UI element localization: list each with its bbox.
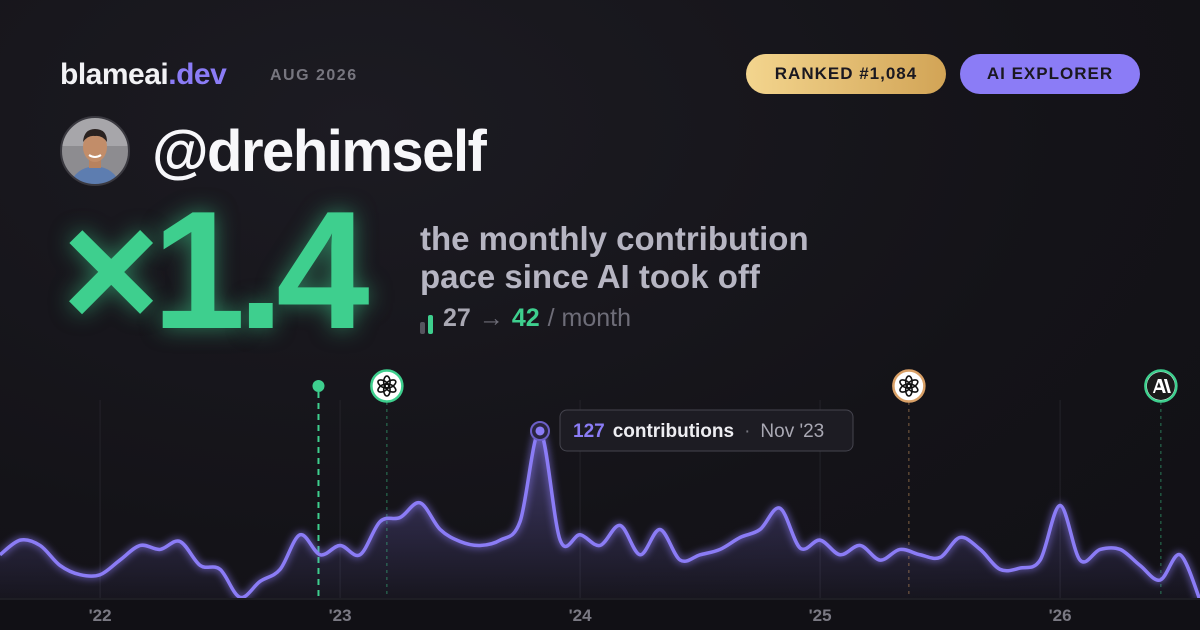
event-dot [312, 380, 325, 392]
multiplier: ×1.4 [62, 176, 370, 364]
description-line: the monthly contribution [420, 220, 809, 257]
brand-domain: .dev [168, 58, 227, 91]
brand-name: blameai [60, 58, 169, 91]
area [0, 430, 1200, 600]
line [0, 429, 1200, 601]
highlight-point [535, 426, 545, 436]
icon-petal [899, 379, 912, 389]
pace-after: 42 [511, 304, 540, 332]
tooltip-value: 127 [573, 421, 605, 442]
event-icon [370, 369, 404, 403]
tooltip-box [559, 409, 854, 452]
pace-icon [420, 305, 433, 334]
tooltip: 127 contributions · Nov '23 [559, 409, 854, 452]
avatar [60, 116, 130, 186]
rank-badge: RANKED #1,084 [746, 54, 946, 94]
pace: 27 → 42/ month [420, 304, 631, 334]
tooltip-date: Nov '23 [760, 421, 824, 442]
x-tick-label: '25 [809, 606, 832, 625]
pace-arrow: → [478, 304, 504, 332]
report-date: AUG 2026 [270, 67, 358, 84]
brand: blameai.dev [60, 58, 227, 92]
x-tick-label: '22 [89, 606, 112, 625]
event-icon [892, 369, 926, 403]
tooltip-separator: · [744, 421, 750, 442]
tooltip-unit: contributions [613, 421, 734, 442]
icon-glyph [1152, 379, 1171, 393]
description-line: pace since AI took off [420, 258, 760, 295]
icon-petal [377, 379, 390, 389]
username: @drehimself [152, 119, 487, 184]
x-tick-label: '24 [569, 606, 592, 625]
axis-band [0, 598, 1200, 630]
x-tick-label: '26 [1049, 606, 1072, 625]
level-badge: AI EXPLORER [960, 54, 1140, 94]
pace-unit: / month [547, 304, 631, 332]
pace-before: 27 [443, 304, 471, 332]
tooltip-text: 127 contributions · Nov '23 [573, 421, 824, 442]
x-tick-label: '23 [329, 606, 352, 625]
